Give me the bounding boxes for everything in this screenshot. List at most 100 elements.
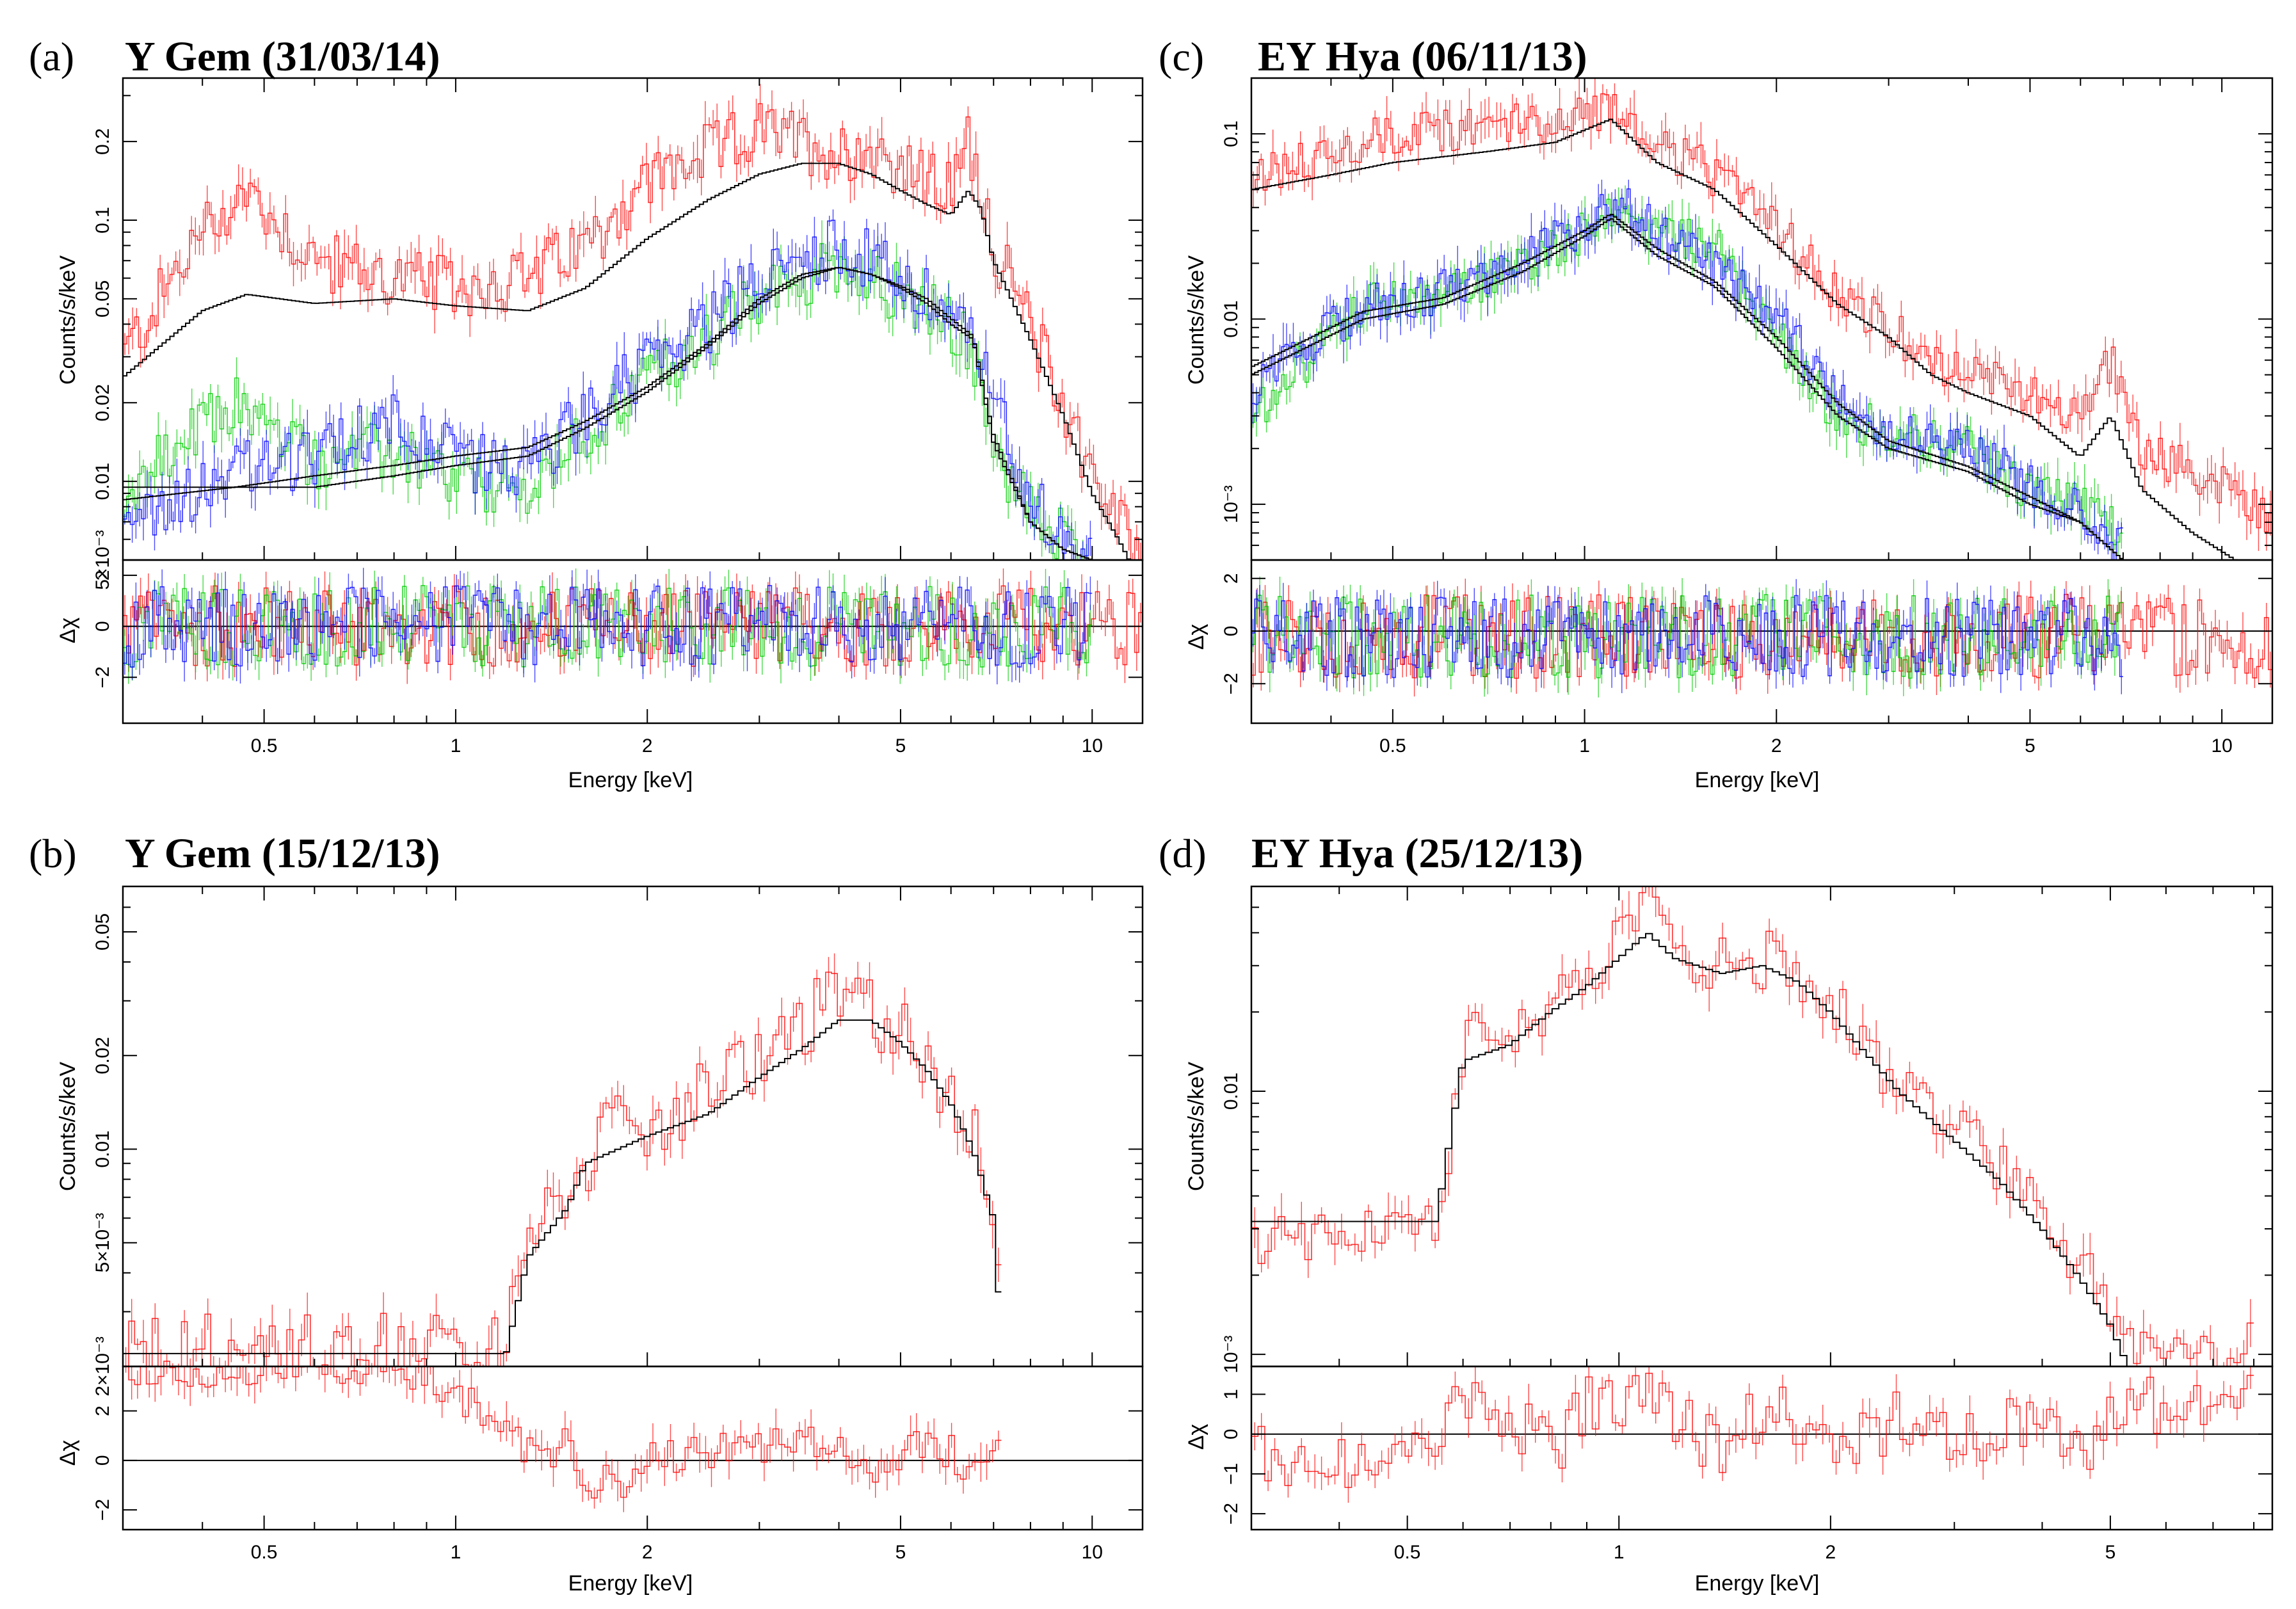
y-tick-label: 0.01	[1221, 300, 1242, 337]
y-axis-label: Counts/s/keV	[56, 255, 80, 385]
model-line-MOS2	[123, 267, 1093, 560]
resid-tick-label: −2	[92, 666, 113, 688]
resid-tick-label: 0	[92, 621, 113, 632]
y-tick-label: 0.05	[92, 280, 113, 317]
y-tick-label: 0.01	[1221, 1073, 1242, 1110]
resid-tick-label: 2	[1221, 573, 1242, 584]
spectrum-plot-area	[1251, 78, 2272, 560]
residual-plot-area	[1251, 576, 2272, 698]
panel-title: EY Hya (06/11/13)	[1258, 33, 1587, 80]
model-line-MOS1	[1251, 218, 2123, 559]
model-line-pn	[123, 1019, 1002, 1354]
panel-title: EY Hya (25/12/13)	[1251, 830, 1583, 877]
resid-tick-label: 2	[92, 570, 113, 581]
resid-tick-label: −2	[92, 1499, 113, 1521]
y-tick-label: 5×10⁻³	[92, 1213, 113, 1272]
resid-tick-label: −1	[1221, 1463, 1242, 1485]
data-series-MOS2-errorbars	[124, 209, 1091, 560]
residual-series-pn	[1251, 1372, 2254, 1488]
x-tick-label: 2	[642, 735, 653, 756]
panel-a: (a) Y Gem (31/03/14) Energy [keV] Counts…	[29, 33, 1144, 792]
x-tick-label: 2	[642, 1542, 653, 1563]
data-series-pn-errorbars	[1254, 886, 2251, 1366]
residual-frame	[122, 1365, 1144, 1531]
panel-letter: (c)	[1159, 34, 1204, 79]
x-tick-label: 2	[1771, 735, 1782, 756]
residual-series-MOS2-errorbars	[1252, 579, 2122, 694]
data-series-pn-histogram	[123, 972, 1002, 1366]
x-tick-label: 1	[1579, 735, 1590, 756]
x-axis-label: Energy [keV]	[1695, 1571, 1820, 1596]
x-tick-label: 0.5	[251, 1542, 278, 1563]
panel-c: (c) EY Hya (06/11/13) Energy [keV] Count…	[1159, 33, 2274, 792]
y-tick-label: 0.1	[92, 207, 113, 234]
spectrum-plot-area	[123, 84, 1143, 560]
data-series-MOS1-histogram	[1251, 198, 2123, 545]
x-tick-label: 5	[2105, 1542, 2116, 1563]
panel-d: (d) EY Hya (25/12/13) Energy [keV] Count…	[1159, 830, 2274, 1596]
panel-letter: (b)	[29, 831, 77, 876]
panel-title: Y Gem (15/12/13)	[125, 830, 440, 877]
resid-tick-label: 1	[1221, 1389, 1242, 1400]
x-axis-label: Energy [keV]	[1695, 768, 1820, 792]
residual-plot-area	[123, 1366, 1143, 1512]
y-tick-label: 0.02	[92, 1037, 113, 1074]
spectrum-frame	[1250, 77, 2274, 561]
x-tick-label: 0.5	[251, 735, 278, 756]
y-tick-label: 2×10⁻³	[92, 1336, 113, 1396]
y-tick-label: 10⁻³	[1221, 1336, 1242, 1373]
residual-plot-area	[1251, 1366, 2272, 1503]
y-tick-label: 0.02	[92, 384, 113, 421]
model-line-pn	[1251, 118, 2272, 560]
model-line-MOS2	[1251, 214, 2123, 559]
residual-series-pn-errorbars	[1253, 579, 2271, 697]
y-tick-label: 5×10⁻³	[92, 530, 113, 589]
residual-frame	[1250, 559, 2274, 724]
x-tick-label: 1	[1614, 1542, 1625, 1563]
residual-series-pn	[128, 1366, 1002, 1499]
panel-title: Y Gem (31/03/14)	[125, 33, 440, 80]
residual-series-pn-errorbars	[125, 1366, 999, 1512]
data-series-pn-errorbars	[125, 953, 999, 1366]
data-series-pn-histogram	[1251, 886, 2254, 1366]
spectrum-plot-area	[1251, 886, 2254, 1366]
model-line-pn	[123, 163, 1132, 560]
spectrum-frame	[1250, 885, 2274, 1368]
y-tick-label: 0.01	[92, 463, 113, 500]
x-tick-label: 1	[451, 735, 462, 756]
y-axis-label: Counts/s/keV	[1184, 255, 1208, 385]
x-tick-label: 10	[1082, 735, 1103, 756]
resid-tick-label: 0	[92, 1455, 113, 1466]
residual-frame	[122, 559, 1144, 724]
x-tick-label: 1	[451, 1542, 462, 1563]
resid-tick-label: 2	[92, 1405, 113, 1416]
panel-letter: (d)	[1159, 831, 1207, 876]
x-tick-label: 10	[2211, 735, 2232, 756]
data-series-MOS2-histogram	[123, 220, 1093, 560]
data-series-pn-histogram	[123, 103, 1143, 560]
x-tick-label: 0.5	[1394, 1542, 1421, 1563]
resid-tick-label: 0	[1221, 626, 1242, 637]
model-line-pn	[1251, 933, 2254, 1366]
resid-axis-label: Δχ	[1184, 1424, 1208, 1450]
y-tick-label: 0.05	[92, 913, 113, 950]
x-tick-label: 5	[895, 735, 906, 756]
x-axis-label: Energy [keV]	[568, 1571, 693, 1596]
y-axis-label: Counts/s/keV	[56, 1062, 80, 1192]
resid-axis-label: Δχ	[56, 1440, 80, 1466]
x-tick-label: 5	[2025, 735, 2035, 756]
residual-series-MOS2-errorbars	[124, 568, 1091, 685]
x-axis-label: Energy [keV]	[568, 768, 693, 792]
resid-axis-label: Δχ	[1184, 624, 1208, 650]
y-tick-label: 10⁻³	[1221, 485, 1242, 523]
resid-tick-label: −2	[1221, 673, 1242, 694]
spectrum-plot-area	[123, 953, 1002, 1366]
residual-plot-area	[123, 568, 1143, 685]
residual-series-pn-errorbars	[1254, 1366, 2251, 1503]
y-tick-label: 0.01	[92, 1130, 113, 1167]
x-tick-label: 2	[1826, 1542, 1836, 1563]
x-tick-label: 5	[895, 1542, 906, 1563]
spectrum-frame	[122, 885, 1144, 1368]
resid-axis-label: Δχ	[56, 618, 80, 644]
